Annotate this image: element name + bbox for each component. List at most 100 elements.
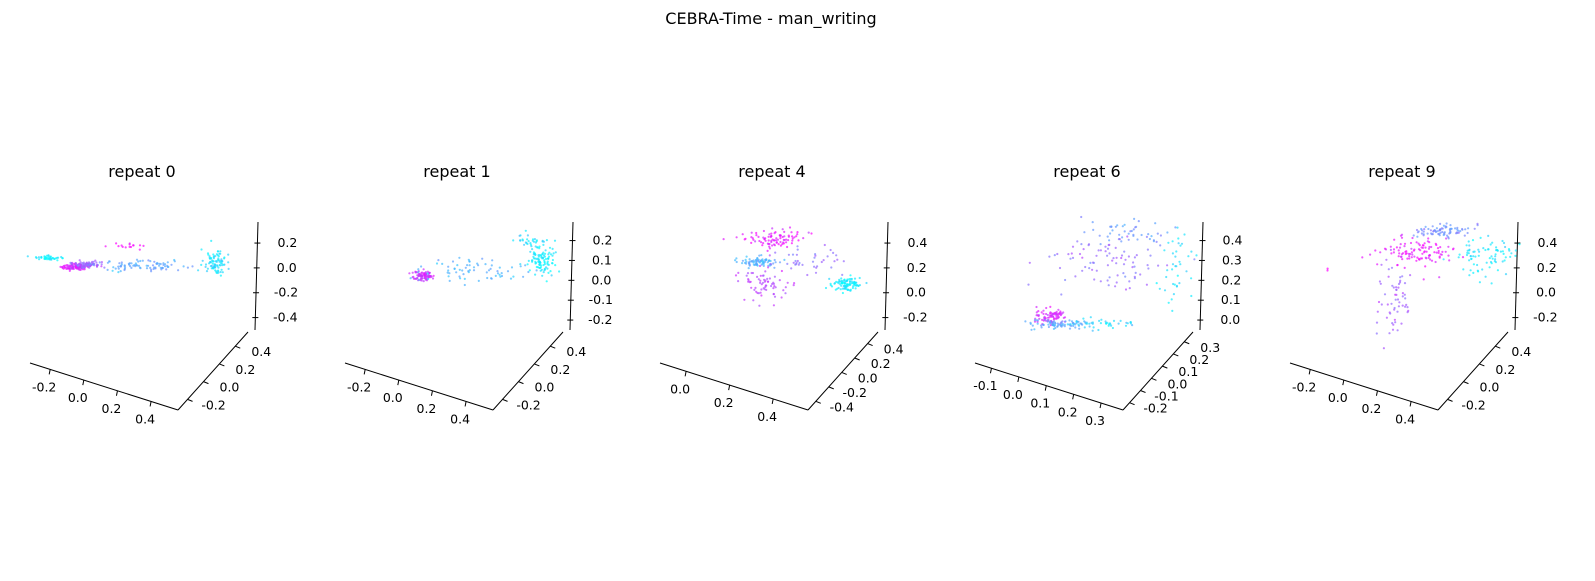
scatter-point (743, 261, 747, 264)
y-tick (502, 398, 508, 402)
y-tick-label: 0.2 (1495, 362, 1515, 377)
y-axis-line (492, 331, 564, 411)
scatter-point (48, 257, 51, 260)
scatter-point (1088, 267, 1091, 270)
scatter-point (65, 264, 68, 267)
scatter-point (766, 249, 769, 252)
scatter-point (1114, 225, 1117, 228)
scatter-point (775, 237, 778, 240)
y-tick (550, 345, 556, 349)
scatter-point (88, 266, 91, 269)
scatter-point (1428, 245, 1431, 249)
scatter-point (130, 266, 133, 269)
scatter-point (1095, 269, 1098, 272)
scatter-point (773, 295, 777, 298)
scatter-point (1430, 259, 1434, 262)
scatter-point (519, 263, 522, 266)
scatter-point (214, 266, 217, 269)
y-tick-label: 0.3 (1200, 340, 1220, 355)
y-tick (235, 345, 241, 349)
scatter-point (60, 255, 63, 259)
scatter-point (1069, 257, 1072, 260)
scatter-point (1118, 233, 1121, 236)
scatter-point (1369, 253, 1372, 256)
scatter-point (1433, 229, 1436, 232)
scatter-point (100, 265, 103, 268)
scatter-point (1434, 260, 1437, 264)
scatter-point (523, 243, 526, 246)
scatter-point (1106, 264, 1109, 267)
x-axis-line (344, 362, 494, 411)
scatter-point (1078, 252, 1082, 256)
scatter-point (1392, 251, 1395, 254)
scatter-point (534, 262, 537, 265)
scatter-point (1422, 244, 1425, 247)
scatter-point (1060, 321, 1063, 324)
scatter-point (487, 269, 491, 272)
scatter-point (1455, 231, 1458, 234)
scatter-point (422, 272, 425, 275)
scatter-point (543, 255, 547, 258)
scatter-point (547, 271, 550, 274)
scatter-point (755, 231, 758, 235)
scatter-point (462, 273, 465, 276)
scatter-point (486, 276, 489, 280)
z-tick-label: 0.0 (906, 285, 926, 300)
scatter-point (777, 243, 780, 246)
scatter-point (759, 274, 762, 277)
scatter-point (768, 242, 771, 246)
scatter-point (491, 259, 494, 262)
scatter-point (1111, 326, 1114, 330)
scatter-point (467, 270, 470, 273)
x-tick-label: 0.0 (68, 390, 88, 405)
scatter-point (1046, 316, 1050, 319)
scatter-point (1147, 267, 1150, 270)
scatter-point (210, 259, 214, 262)
scatter-point (788, 226, 792, 229)
scatter-point (1165, 275, 1168, 279)
x-axis-line (974, 362, 1124, 411)
y-tick (1173, 353, 1179, 357)
scatter-point (1390, 252, 1393, 255)
scatter-point (435, 262, 439, 265)
scatter-point (1121, 236, 1124, 239)
scatter-point (219, 274, 222, 277)
scatter-point (92, 263, 95, 266)
scatter-point (1134, 226, 1137, 229)
y-tick-label: 0.4 (566, 344, 586, 359)
scatter-point (792, 261, 795, 264)
scatter-point (1098, 319, 1101, 322)
y-tick (841, 371, 847, 375)
scatter-point (1163, 249, 1166, 252)
scatter-point (770, 232, 773, 235)
scatter-point (1081, 256, 1084, 259)
scatter-point (1083, 326, 1086, 329)
scatter-point (741, 262, 744, 265)
scatter-point (837, 286, 840, 290)
scatter-point (1388, 332, 1391, 335)
scatter-point (1115, 281, 1118, 284)
scatter-point (774, 231, 777, 234)
panel-4: repeat 9 -0.2 0.0 0.2 0.4 -0.2 0.0 0.2 0.4 -0.2 0.… (1289, 162, 1558, 426)
scatter-point (170, 263, 173, 266)
scatter-point (1413, 248, 1416, 251)
scatter-point (420, 271, 423, 274)
scatter-point (783, 258, 786, 261)
scatter-point (784, 286, 787, 289)
scatter-point (1176, 226, 1179, 229)
scatter-point (524, 264, 527, 267)
scatter-point (1046, 313, 1049, 317)
scatter-point (138, 266, 142, 269)
scatter-point (1053, 321, 1057, 324)
scatter-point (558, 270, 561, 273)
scatter-point (1473, 250, 1476, 253)
scatter-point (762, 264, 765, 267)
scatter-point (1088, 325, 1091, 328)
scatter-point (1122, 263, 1126, 266)
scatter-point (1390, 302, 1393, 305)
scatter-point (49, 255, 52, 258)
scatter-point (838, 278, 841, 281)
scatter-point (1400, 255, 1403, 258)
scatter-point (762, 229, 766, 233)
x-tick (82, 379, 85, 386)
